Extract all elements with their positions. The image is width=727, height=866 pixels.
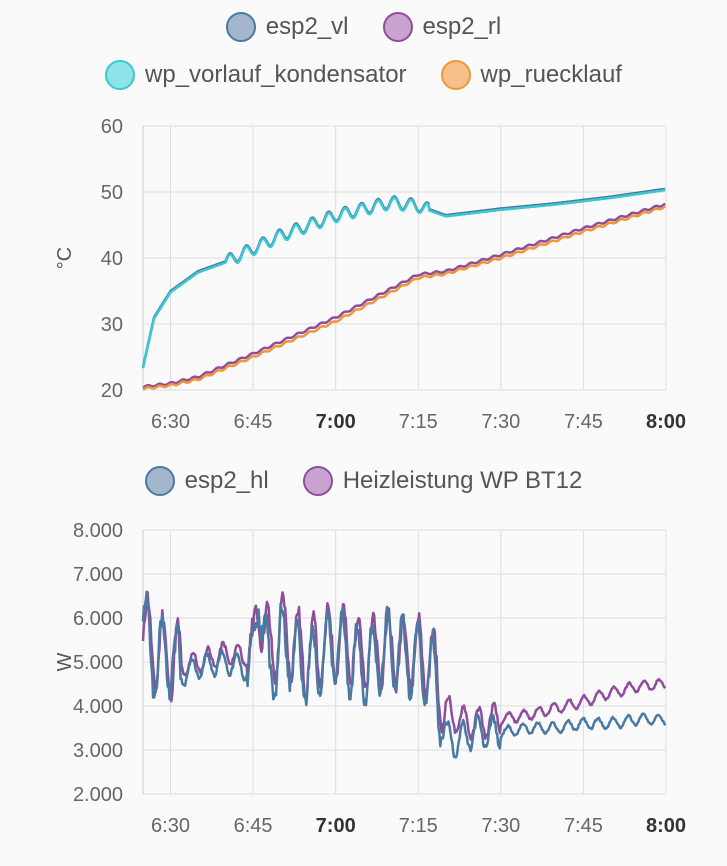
y-tick-label: 4.000: [73, 696, 123, 718]
y-tick-label: 40: [101, 248, 123, 270]
y-tick-label: 50: [101, 182, 123, 204]
x-tick-label: 6:45: [234, 411, 273, 433]
x-tick-label: 8:00: [646, 815, 686, 837]
x-tick-label: 6:30: [151, 411, 190, 433]
legend-swatch-esp2-hl: [144, 466, 175, 496]
legend-swatch-esp2-rl: [382, 12, 413, 42]
x-tick-label: 6:45: [234, 815, 273, 837]
legend-label-wp-vorlauf-kondensator: wp_vorlauf_kondensator: [145, 61, 407, 88]
y-axis-label: °C: [54, 247, 76, 269]
x-tick-label: 7:45: [564, 815, 603, 837]
legend-swatch-heizleistung-wp-bt12: [302, 466, 333, 496]
y-tick-label: 30: [101, 314, 123, 336]
x-tick-label: 7:45: [564, 411, 603, 433]
legend-label-esp2-rl: esp2_rl: [422, 13, 502, 40]
x-tick-label: 7:00: [316, 411, 356, 433]
x-tick-label: 7:00: [316, 815, 356, 837]
power-chart: 8.000 7.000 6.000 5.000 4.000 3.000 2.000 6:30 6…: [54, 520, 686, 837]
y-axis-label: W: [54, 652, 76, 671]
legend-item-esp2-rl[interactable]: esp2_rl: [382, 12, 502, 42]
series-line-esp2-hl: [141, 590, 667, 759]
y-tick-label: 8.000: [73, 520, 123, 542]
x-tick-label: 7:30: [481, 411, 520, 433]
y-tick-label: 60: [101, 116, 123, 138]
y-tick-label: 2.000: [73, 784, 123, 806]
x-tick-label: 7:30: [481, 815, 520, 837]
legend-swatch-wp-ruecklauf: [440, 60, 471, 90]
legend-label-heizleistung-wp-bt12: Heizleistung WP BT12: [342, 467, 583, 494]
legend-item-wp-vorlauf-kondensator[interactable]: wp_vorlauf_kondensator: [105, 60, 407, 90]
legend-temperature-row1: esp2_vl esp2_rl: [0, 12, 727, 42]
series-line-esp2-rl: [142, 202, 666, 389]
y-tick-label: 7.000: [73, 564, 123, 586]
legend-power: esp2_hl Heizleistung WP BT12: [0, 466, 727, 496]
legend-item-heizleistung-wp-bt12[interactable]: Heizleistung WP BT12: [302, 466, 583, 496]
y-tick-label: 20: [101, 380, 123, 402]
legend-swatch-wp-vorlauf-kondensator: [105, 60, 136, 90]
legend-label-esp2-hl: esp2_hl: [184, 467, 269, 494]
legend-label-wp-ruecklauf: wp_ruecklauf: [480, 61, 622, 88]
y-tick-label: 3.000: [73, 740, 123, 762]
temperature-chart: 60 50 40 30 20 6:30 6:45 7:00 7:15 7:30 7:45 8:00 °C: [54, 116, 686, 433]
legend-label-esp2-vl: esp2_vl: [265, 13, 349, 40]
x-tick-label: 7:15: [399, 411, 438, 433]
x-tick-label: 8:00: [646, 411, 686, 433]
y-tick-label: 6.000: [73, 608, 123, 630]
legend-swatch-esp2-vl: [225, 12, 256, 42]
y-tick-label: 5.000: [73, 652, 123, 674]
x-tick-label: 7:15: [399, 815, 438, 837]
series-line-wp-ruecklauf: [142, 205, 666, 391]
x-tick-label: 6:30: [151, 815, 190, 837]
series-line-wp-vorlauf-kondensator: [141, 188, 666, 369]
series-line-esp2-vl: [141, 187, 666, 368]
legend-temperature-row2: wp_vorlauf_kondensator wp_ruecklauf: [0, 60, 727, 90]
legend-item-esp2-vl[interactable]: esp2_vl: [225, 12, 349, 42]
legend-item-wp-ruecklauf[interactable]: wp_ruecklauf: [440, 60, 622, 90]
legend-item-esp2-hl[interactable]: esp2_hl: [144, 466, 269, 496]
